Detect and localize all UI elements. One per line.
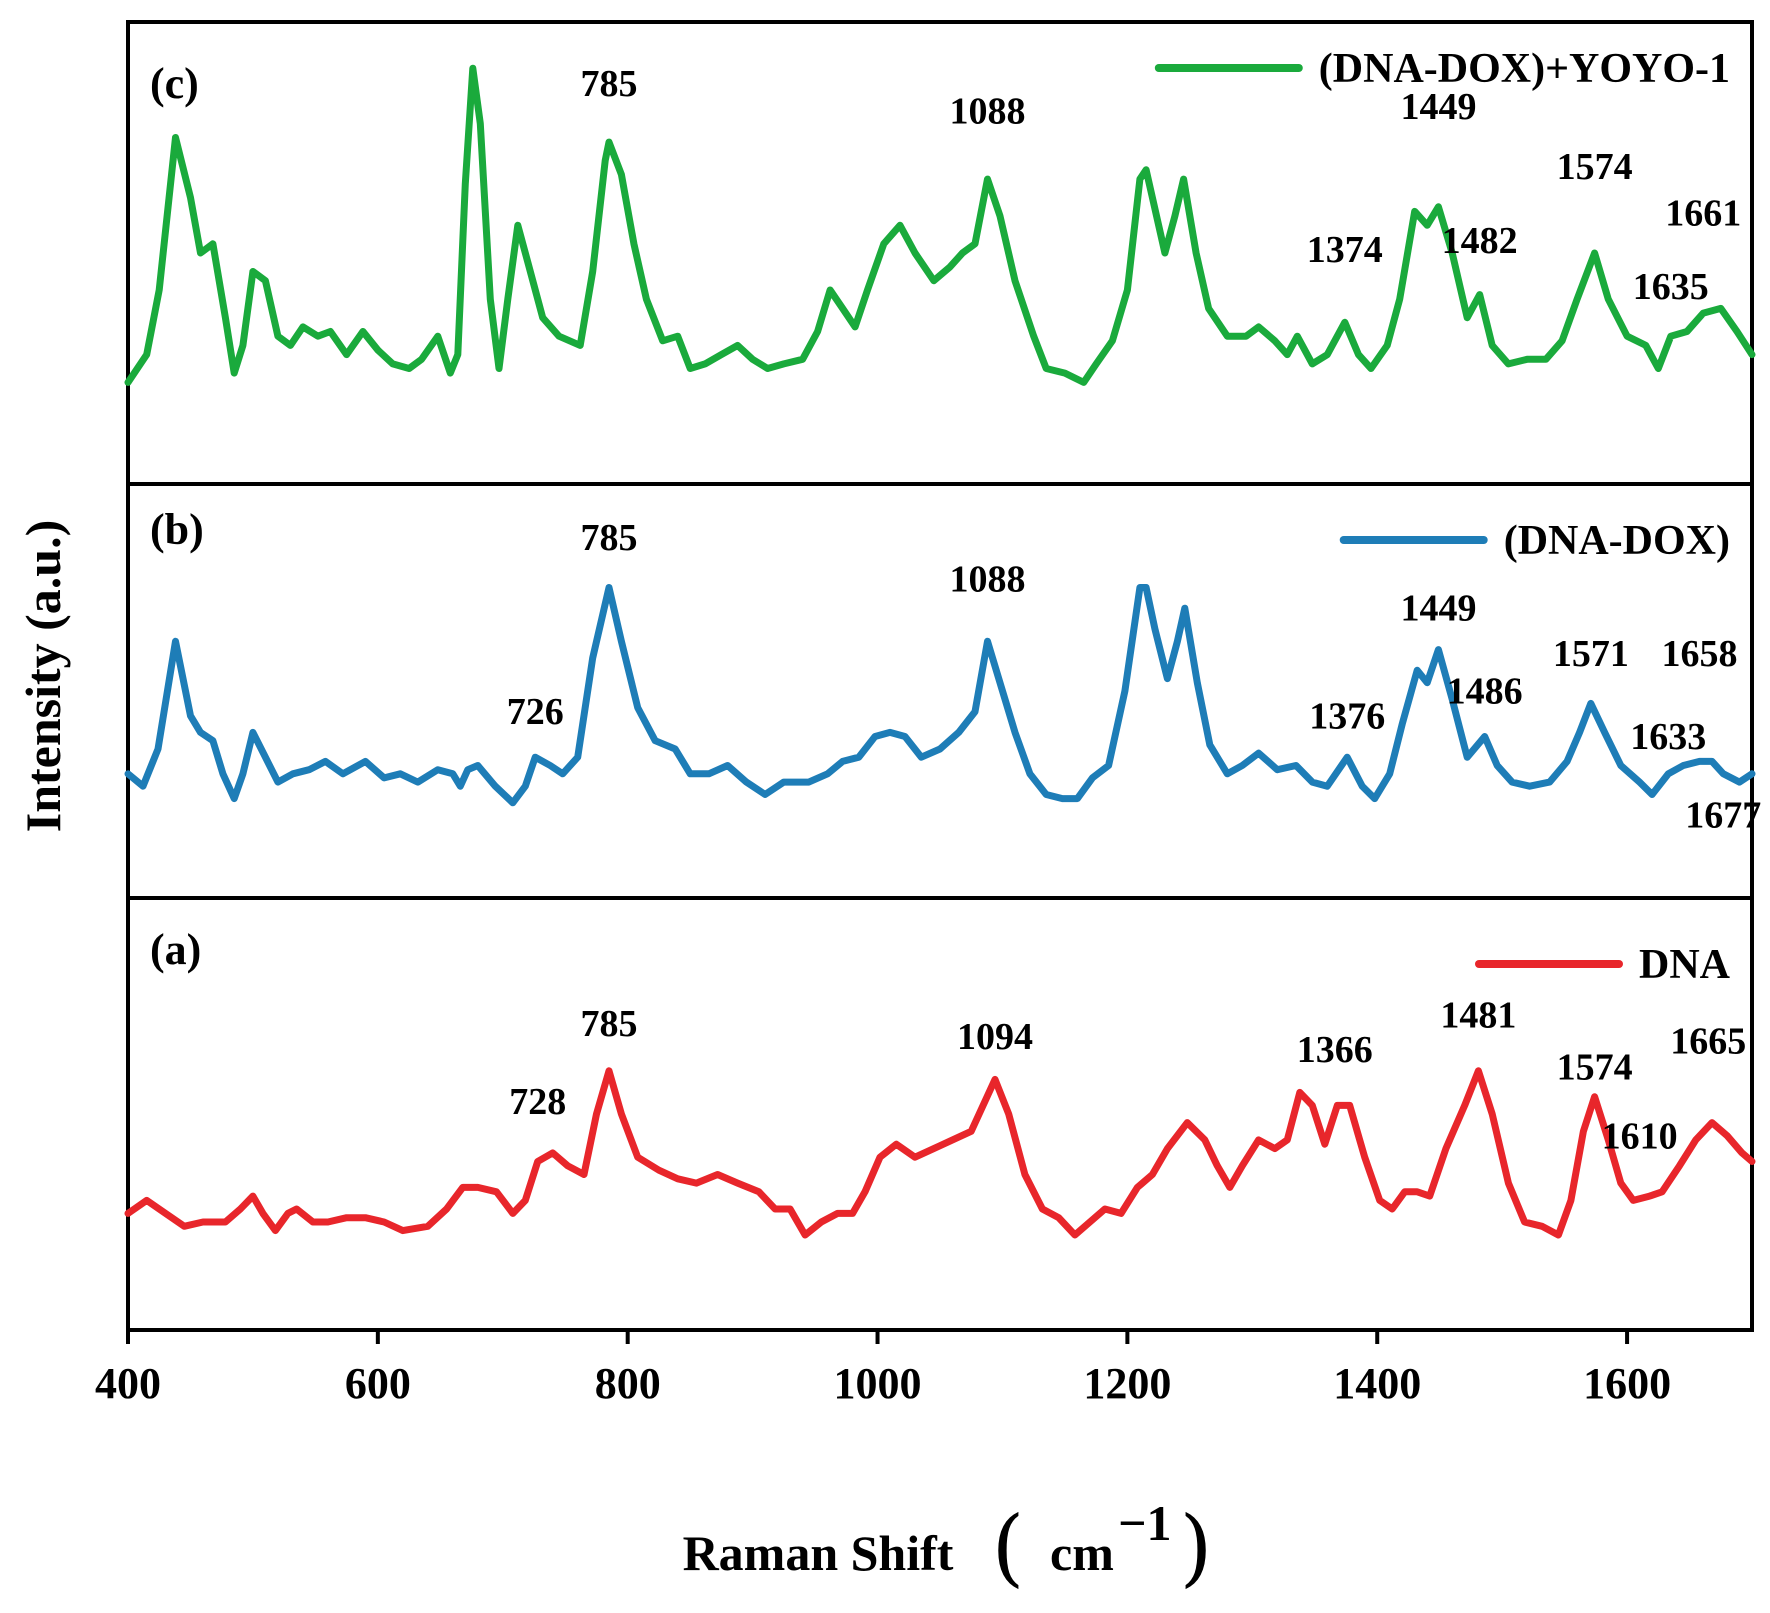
x-axis-ticks: 400 600 800 1000 1200 1400 1600 [95, 1330, 1671, 1408]
x-tick-label: 1400 [1333, 1359, 1421, 1408]
series-line-b [124, 584, 1756, 807]
legend: (DNA-DOX) [1339, 518, 1730, 564]
legend: (DNA-DOX)+YOYO-1 [1154, 46, 1730, 92]
x-tick-label: 600 [345, 1359, 411, 1408]
peak-label: 1665 [1670, 1021, 1746, 1063]
peak-label: 728 [509, 1081, 566, 1123]
peak-label: 785 [580, 1003, 637, 1045]
peak-label: 1374 [1307, 229, 1383, 271]
peak-label: 1571 [1553, 633, 1629, 675]
peak-label: 1633 [1630, 716, 1706, 758]
x-axis-unit-close-paren: ) [1180, 1498, 1213, 1596]
x-tick-label: 400 [95, 1359, 161, 1408]
peak-label: 1658 [1662, 633, 1738, 675]
legend-label: (DNA-DOX) [1504, 518, 1730, 564]
x-tick-label: 1200 [1083, 1359, 1171, 1408]
x-axis-unit-base: cm [1050, 1525, 1114, 1581]
panel-label: (c) [150, 59, 199, 108]
legend-label: DNA [1639, 942, 1731, 988]
panel-b: (b) (DNA-DOX) [124, 505, 1756, 807]
peak-label: 1094 [957, 1016, 1033, 1058]
peak-label: 1610 [1602, 1116, 1678, 1158]
peak-label: 1366 [1297, 1029, 1373, 1071]
series-line-c [124, 64, 1756, 386]
panel-a: (a) DNA [124, 925, 1756, 1239]
peak-label: 785 [580, 517, 637, 559]
peak-label: 1677 [1685, 795, 1761, 837]
peak-label: 785 [580, 63, 637, 105]
peak-label: 1088 [949, 91, 1025, 133]
y-axis-title: Intensity (a.u.) [15, 520, 71, 833]
legend: DNA [1475, 942, 1731, 988]
panel-label: (a) [150, 925, 201, 974]
x-tick-label: 800 [595, 1359, 661, 1408]
peak-label: 1486 [1447, 670, 1523, 712]
peak-label: 1088 [949, 559, 1025, 601]
panels: (c) (DNA-DOX)+YOYO-1 (b) (DNA-DOX) (a) DNA 785… [124, 46, 1761, 1239]
legend-label: (DNA-DOX)+YOYO-1 [1319, 46, 1730, 92]
peak-label: 726 [507, 691, 564, 733]
x-axis-unit-open-paren: ( [992, 1498, 1025, 1596]
x-axis-unit-exponent: −1 [1118, 1495, 1172, 1551]
peak-label: 1574 [1557, 1046, 1633, 1088]
peak-label: 1635 [1633, 266, 1709, 308]
panel-label: (b) [150, 505, 204, 554]
series-line-a [124, 1067, 1756, 1239]
peak-label: 1481 [1440, 995, 1516, 1037]
peak-label: 1482 [1442, 220, 1518, 262]
peak-label: 1574 [1557, 146, 1633, 188]
panel-c: (c) (DNA-DOX)+YOYO-1 [124, 46, 1756, 386]
peak-label: 1661 [1665, 192, 1741, 234]
peak-label: 1376 [1309, 695, 1385, 737]
peak-label: 1449 [1400, 588, 1476, 630]
x-tick-label: 1600 [1583, 1359, 1671, 1408]
x-axis-title: Raman Shift ( cm −1 ) [683, 1495, 1213, 1596]
plot-frame [126, 20, 1754, 1332]
x-axis-title-text: Raman Shift [683, 1525, 954, 1581]
x-tick-label: 1000 [834, 1359, 922, 1408]
peak-label: 1449 [1400, 86, 1476, 128]
